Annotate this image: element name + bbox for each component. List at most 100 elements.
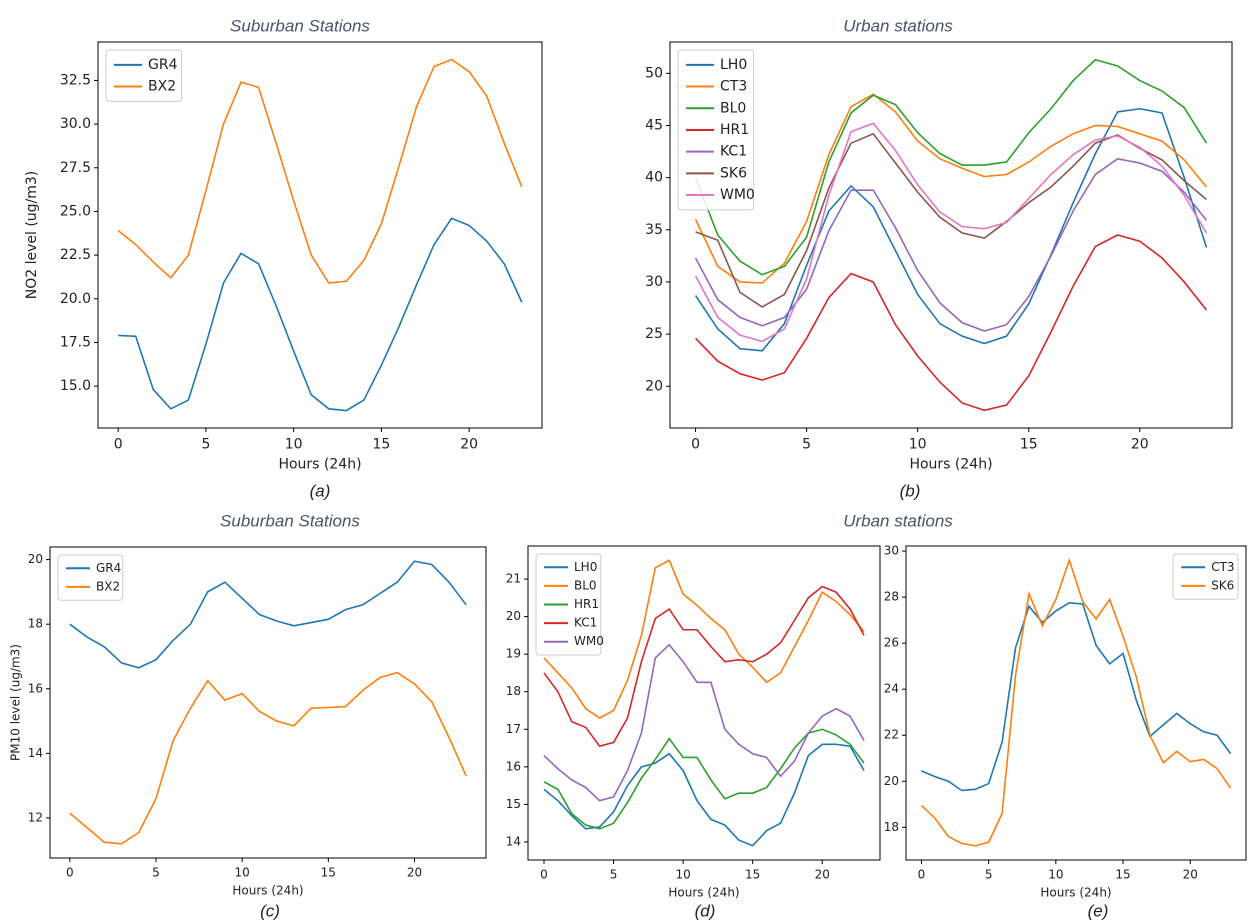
legend-box [535, 553, 602, 656]
x-axis-label: Hours (24h) [232, 883, 303, 897]
x-tick-label: 5 [201, 436, 210, 452]
data-line [694, 107, 1208, 352]
legend-label: KC1 [574, 616, 597, 630]
panel-caption: (a) [310, 481, 331, 500]
x-tick-label: 20 [1131, 436, 1149, 452]
legend-label: BX2 [96, 579, 120, 593]
data-line [543, 559, 865, 719]
legend-box [677, 49, 755, 211]
panel-heading: Suburban Stations [220, 511, 360, 530]
x-tick-label: 10 [1048, 868, 1063, 882]
legend-label: CT3 [1211, 560, 1234, 574]
x-axis-label: Hours (24h) [278, 457, 361, 473]
panel-caption: (d) [695, 901, 716, 920]
x-tick-label: 15 [373, 436, 391, 452]
axes-frame [669, 41, 1233, 429]
y-tick-label: 14 [28, 746, 43, 760]
legend-box [1172, 553, 1239, 600]
legend-box [105, 49, 183, 102]
x-tick-label: 15 [321, 866, 336, 880]
x-tick-label: 20 [407, 866, 422, 880]
x-tick-label: 10 [285, 436, 303, 452]
data-line [69, 671, 467, 845]
y-tick-label: 20 [28, 552, 43, 566]
legend-label: LH0 [720, 57, 747, 73]
axes-frame [49, 546, 487, 859]
y-tick-label: 30 [884, 544, 899, 558]
legend-label: BX2 [148, 79, 176, 95]
panel-caption: (e) [1088, 901, 1109, 920]
data-line [117, 58, 523, 284]
panel-heading: Urban stations [843, 511, 953, 530]
x-axis-label: Hours (24h) [909, 457, 992, 473]
y-axis-label: NO2 level (ug/m3) [24, 171, 40, 300]
x-tick-label: 5 [985, 868, 993, 882]
data-line [118, 217, 523, 412]
x-tick-label: 20 [1183, 868, 1198, 882]
panel-caption: (c) [260, 901, 280, 920]
y-tick-label: 16 [506, 759, 521, 773]
x-tick-label: 20 [460, 436, 478, 452]
legend-label: GR4 [148, 57, 178, 73]
legend-box [57, 554, 124, 601]
x-tick-label: 0 [918, 868, 926, 882]
y-tick-label: 19 [506, 647, 521, 661]
x-tick-label: 5 [152, 866, 160, 880]
data-line [543, 643, 865, 802]
y-tick-label: 20 [506, 609, 521, 623]
x-tick-label: 0 [114, 436, 123, 452]
y-tick-label: 32.5 [60, 72, 91, 88]
x-tick-label: 0 [540, 868, 548, 882]
y-tick-label: 50 [645, 65, 663, 81]
x-axis-label: Hours (24h) [668, 885, 739, 899]
axes-frame [97, 41, 543, 429]
data-line [694, 157, 1208, 332]
y-tick-label: 20 [884, 774, 899, 788]
y-tick-label: 17 [506, 722, 521, 736]
data-line [694, 234, 1208, 412]
y-tick-label: 25.0 [60, 203, 91, 219]
data-line [543, 743, 865, 847]
x-tick-label: 5 [802, 436, 811, 452]
y-tick-label: 12 [28, 810, 43, 824]
y-axis-label: PM10 level (ug/m3) [9, 644, 23, 761]
y-tick-label: 28 [884, 590, 899, 604]
y-tick-label: 16 [28, 681, 43, 695]
legend-label: SK6 [1211, 578, 1234, 592]
y-tick-label: 22.5 [60, 247, 91, 263]
axes-frame [527, 545, 881, 861]
y-tick-label: 30.0 [60, 116, 91, 132]
x-tick-label: 15 [1115, 868, 1130, 882]
y-tick-label: 20.0 [60, 291, 91, 307]
legend-label: HR1 [720, 122, 749, 138]
y-tick-label: 30 [645, 274, 663, 290]
y-tick-label: 14 [506, 834, 521, 848]
legend-label: WM0 [720, 187, 755, 203]
x-tick-label: 0 [691, 436, 700, 452]
y-tick-label: 18 [28, 617, 43, 631]
y-tick-label: 45 [645, 117, 663, 133]
data-line [694, 122, 1208, 343]
legend-label: GR4 [96, 561, 121, 575]
data-line [694, 58, 1208, 276]
legend: LH0 BL0 HR1 KC1 WM0 [535, 553, 604, 656]
data-line [694, 93, 1208, 284]
axes-frame [905, 545, 1247, 861]
y-tick-label: 25 [645, 326, 663, 342]
y-tick-label: 26 [884, 636, 899, 650]
legend-label: SK6 [720, 165, 747, 181]
legend-label: WM0 [574, 634, 604, 648]
data-line [920, 557, 1232, 847]
x-tick-label: 10 [235, 866, 250, 880]
y-tick-label: 18 [506, 684, 521, 698]
legend: LH0 CT3 BL0 HR1 KC1 SK6 WM0 [677, 49, 755, 211]
legend-label: HR1 [574, 597, 599, 611]
y-tick-label: 15 [506, 797, 521, 811]
panel-heading: Suburban Stations [230, 16, 370, 35]
y-tick-label: 15.0 [60, 378, 91, 394]
legend-label: CT3 [720, 79, 747, 95]
